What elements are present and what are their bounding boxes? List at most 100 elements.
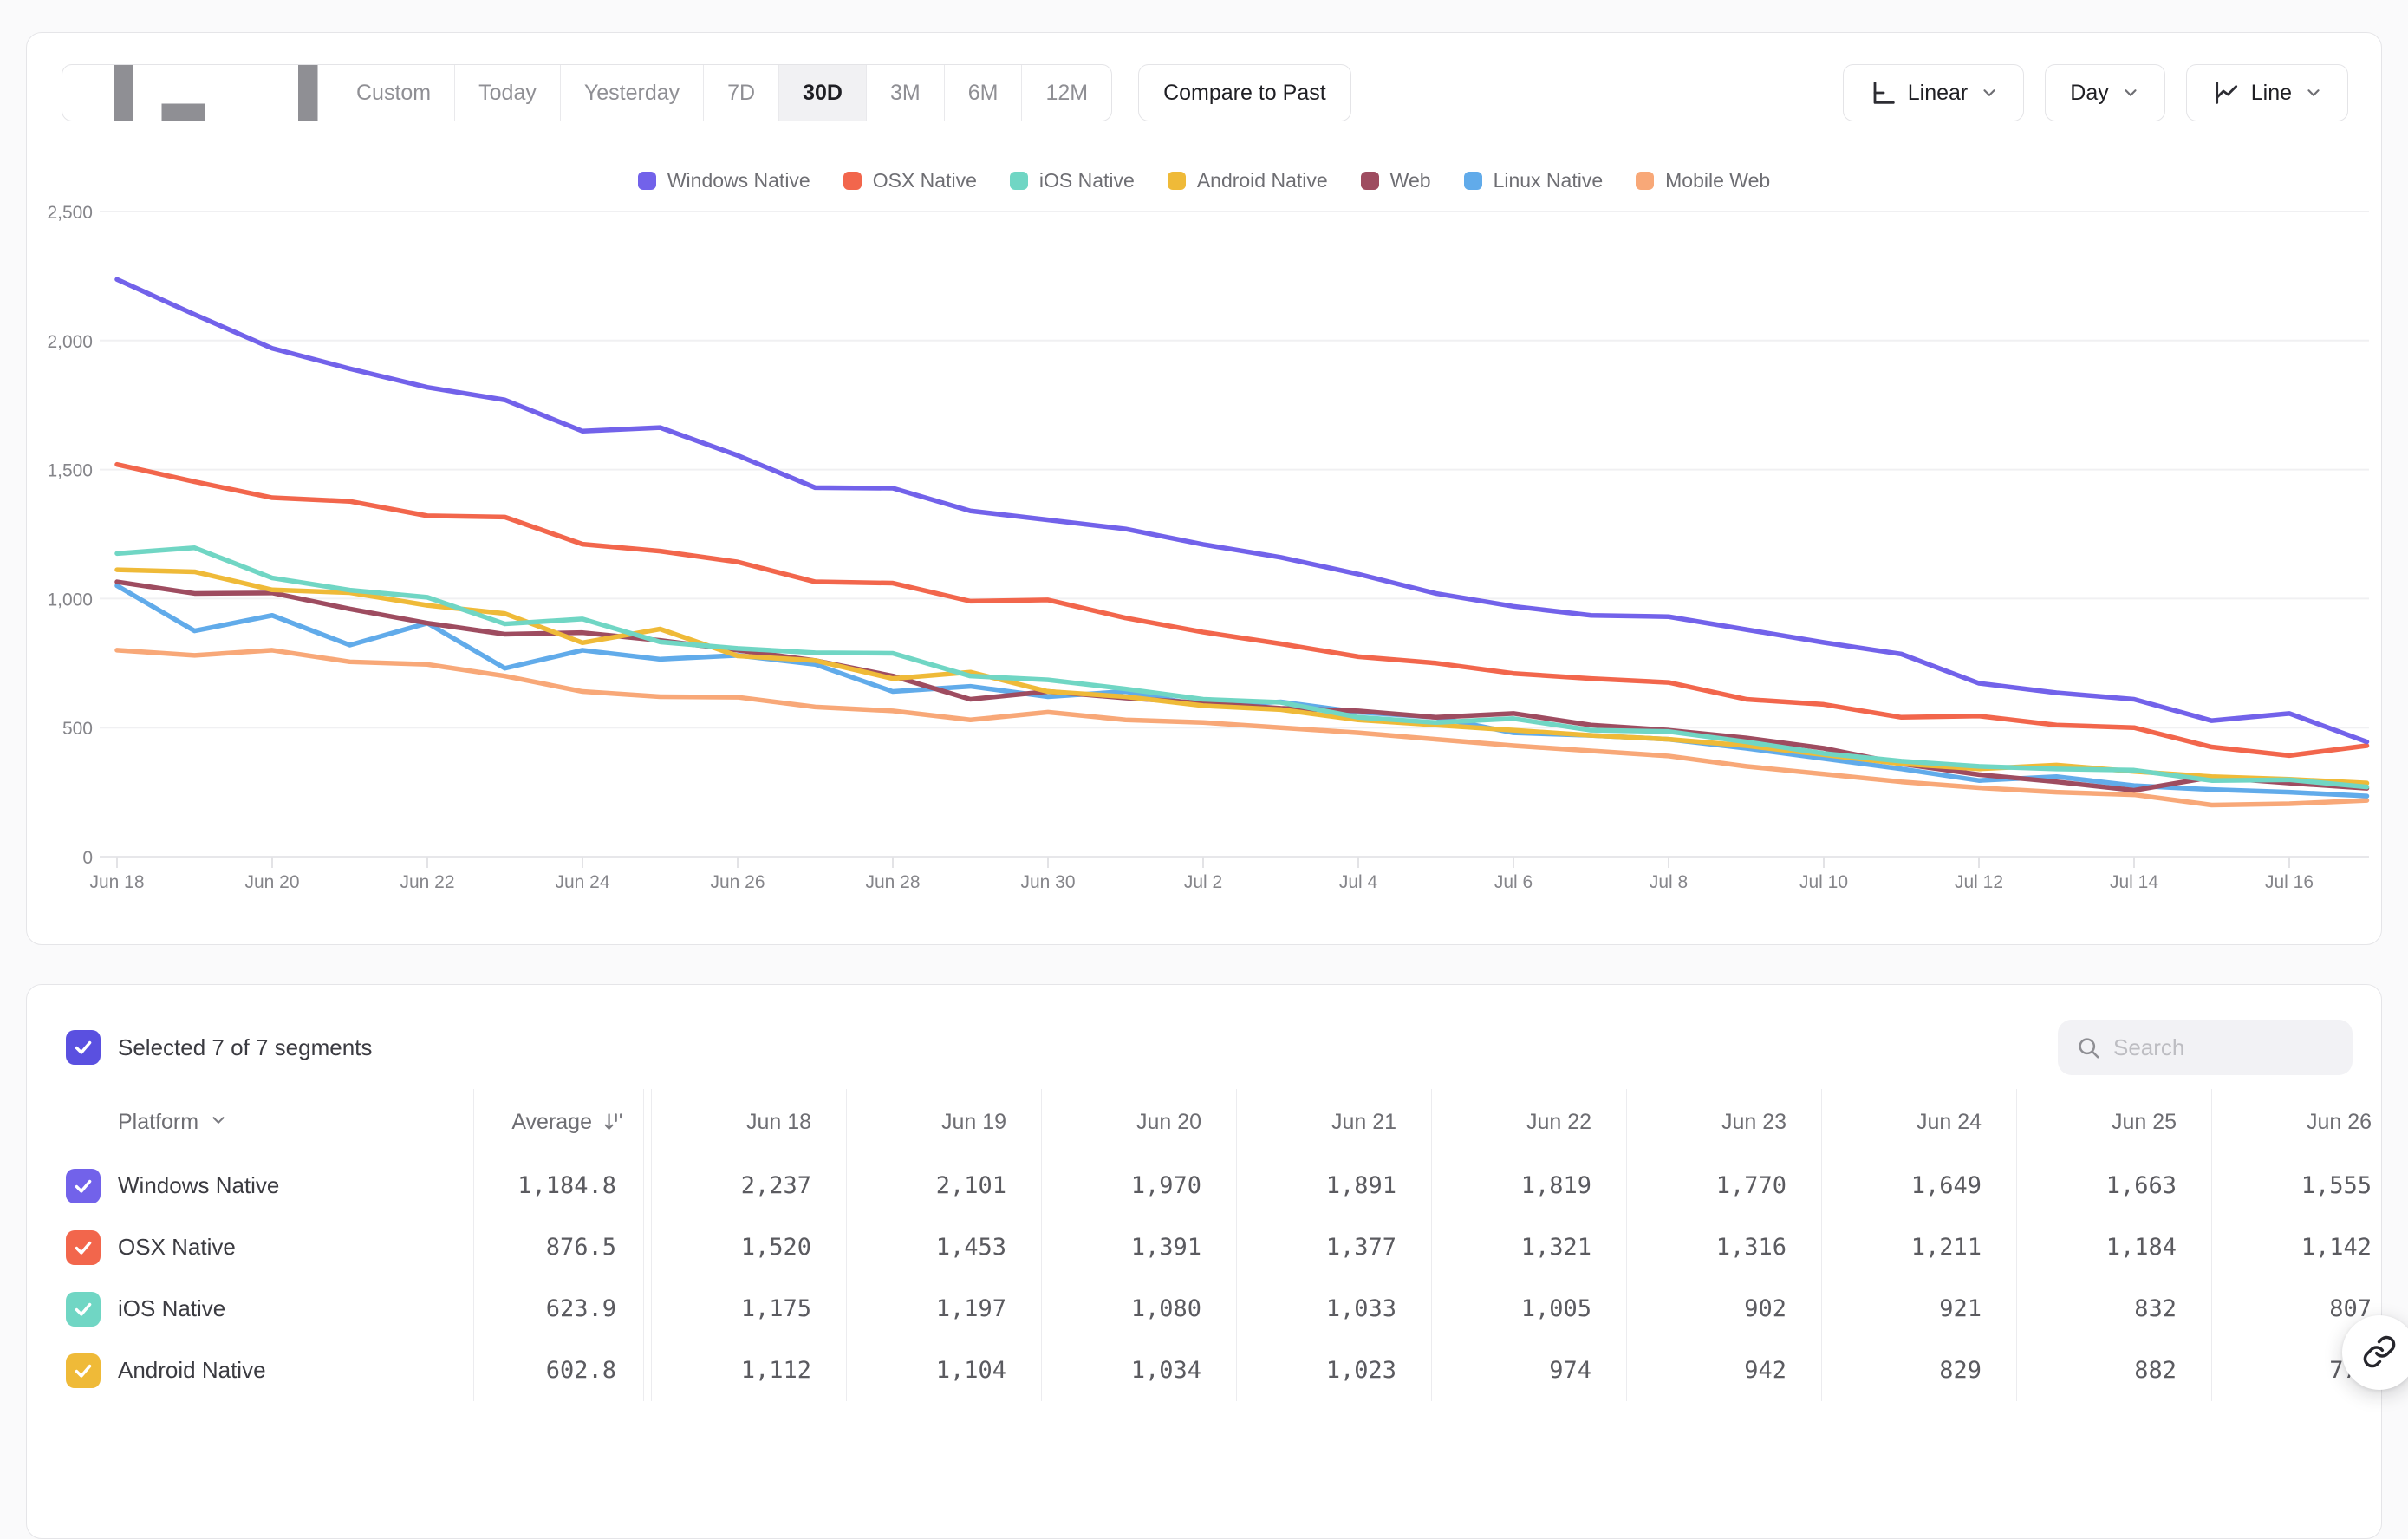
day-value: 1,970 bbox=[1041, 1155, 1236, 1216]
y-axis-tick-label: 2,500 bbox=[47, 203, 93, 223]
linear-axis-icon bbox=[1868, 79, 1896, 107]
platform-column-header[interactable]: Platform bbox=[66, 1089, 473, 1155]
x-axis-tick-label: Jun 30 bbox=[1020, 872, 1075, 892]
table-header-row: Platform Average Jun 18 Jun 19 Jun 20 Jun 21 J… bbox=[66, 1089, 2381, 1155]
chevron-down-icon bbox=[2121, 83, 2140, 102]
range-7d-button[interactable]: 7D bbox=[703, 65, 778, 121]
day-value: 1,391 bbox=[1041, 1216, 1236, 1278]
x-axis-tick-label: Jul 16 bbox=[2265, 872, 2314, 892]
copy-link-button[interactable] bbox=[2342, 1315, 2408, 1390]
scale-dropdown[interactable]: Linear bbox=[1842, 64, 2025, 121]
range-custom-button[interactable]: Custom bbox=[62, 65, 454, 121]
series-line-web bbox=[114, 579, 2370, 793]
day-value: 1,891 bbox=[1236, 1155, 1431, 1216]
segment-checkbox[interactable] bbox=[66, 1291, 101, 1327]
platform-cell: Android Native bbox=[66, 1340, 473, 1401]
legend-label: Linux Native bbox=[1493, 168, 1604, 192]
platform-name: iOS Native bbox=[118, 1295, 226, 1321]
legend-swatch bbox=[843, 171, 862, 190]
platform-name: Windows Native bbox=[118, 1172, 280, 1198]
range-6m-button[interactable]: 6M bbox=[943, 65, 1022, 121]
day-value: 2,237 bbox=[643, 1155, 846, 1216]
segment-checkbox[interactable] bbox=[66, 1229, 101, 1265]
day-value: 974 bbox=[1431, 1340, 1626, 1401]
platform-cell: Windows Native bbox=[66, 1155, 473, 1216]
segment-row-ios-native: iOS Native 623.9 1,175 1,197 1,080 1,033 1,005… bbox=[66, 1278, 2381, 1340]
segment-row-osx-native: OSX Native 876.5 1,520 1,453 1,391 1,377 1,321… bbox=[66, 1216, 2381, 1278]
chevron-down-icon bbox=[1980, 83, 1999, 102]
average-header-label: Average bbox=[511, 1109, 592, 1134]
legend-label: OSX Native bbox=[872, 168, 977, 192]
range-12m-button[interactable]: 12M bbox=[1021, 65, 1111, 121]
x-axis-tick-label: Jul 4 bbox=[1339, 872, 1378, 892]
y-axis-tick-label: 1,000 bbox=[47, 590, 93, 610]
compare-to-past-button[interactable]: Compare to Past bbox=[1138, 64, 1351, 121]
y-axis-tick-label: 2,000 bbox=[47, 332, 93, 352]
day-value: 1,663 bbox=[2016, 1155, 2211, 1216]
range-yesterday-button[interactable]: Yesterday bbox=[559, 65, 703, 121]
platform-header-label: Platform bbox=[118, 1109, 199, 1134]
x-axis-tick-label: Jun 24 bbox=[555, 872, 609, 892]
day-value: 1,770 bbox=[1626, 1155, 1821, 1216]
legend-item-web[interactable]: Web bbox=[1360, 169, 1431, 192]
day-value: 1,211 bbox=[1821, 1216, 2016, 1278]
day-value: 1,142 bbox=[2211, 1216, 2381, 1278]
chart-options-group: Linear Day Line bbox=[1842, 64, 2348, 121]
chart-type-dropdown[interactable]: Line bbox=[2185, 64, 2348, 121]
segment-row-android-native: Android Native 602.8 1,112 1,104 1,034 1,023 9… bbox=[66, 1340, 2381, 1401]
day-value: 1,377 bbox=[1236, 1216, 1431, 1278]
x-axis-tick-label: Jul 12 bbox=[1955, 872, 2003, 892]
chevron-down-icon bbox=[209, 1111, 231, 1133]
search-icon bbox=[2075, 1034, 2101, 1060]
legend-item-linux-native[interactable]: Linux Native bbox=[1463, 168, 1604, 192]
legend-swatch bbox=[1636, 171, 1655, 190]
day-value: 1,555 bbox=[2211, 1155, 2381, 1216]
range-3m-button[interactable]: 3M bbox=[865, 65, 944, 121]
day-value: 1,184 bbox=[2016, 1216, 2211, 1278]
day-value: 1,080 bbox=[1041, 1278, 1236, 1340]
x-axis-tick-label: Jul 10 bbox=[1799, 872, 1848, 892]
date-column-header: Jun 23 bbox=[1626, 1089, 1821, 1155]
chevron-down-icon bbox=[2304, 83, 2323, 102]
segment-checkbox[interactable] bbox=[66, 1168, 101, 1203]
line-chart: 0 500 1,000 1,500 2,000 2,500 Jun 18 Jun 20 Jun … bbox=[47, 203, 2370, 892]
x-axis-tick-label: Jul 2 bbox=[1184, 872, 1222, 892]
platform-name: OSX Native bbox=[118, 1234, 236, 1260]
segments-search bbox=[2058, 1020, 2353, 1075]
day-value: 1,316 bbox=[1626, 1216, 1821, 1278]
granularity-dropdown[interactable]: Day bbox=[2045, 64, 2165, 121]
x-axis-tick-label: Jun 20 bbox=[244, 872, 299, 892]
line-chart-icon bbox=[2211, 79, 2239, 107]
day-value: 1,033 bbox=[1236, 1278, 1431, 1340]
date-column-header: Jun 20 bbox=[1041, 1089, 1236, 1155]
segment-checkbox[interactable] bbox=[66, 1353, 101, 1388]
day-value: 2,101 bbox=[846, 1155, 1041, 1216]
range-today-button[interactable]: Today bbox=[454, 65, 560, 121]
average-column-header[interactable]: Average bbox=[473, 1089, 651, 1155]
range-30d-button[interactable]: 30D bbox=[778, 65, 866, 121]
segments-card: Selected 7 of 7 segments Platform Average… bbox=[26, 984, 2382, 1539]
legend-item-windows-native[interactable]: Windows Native bbox=[637, 169, 810, 192]
day-value: 1,034 bbox=[1041, 1340, 1236, 1401]
day-value: 1,175 bbox=[643, 1278, 846, 1340]
chart-card: Custom Today Yesterday 7D 30D 3M 6M 12M … bbox=[26, 32, 2382, 945]
day-value: 1,112 bbox=[643, 1340, 846, 1401]
search-input[interactable] bbox=[2113, 1034, 2335, 1061]
selected-count-label: Selected 7 of 7 segments bbox=[118, 1034, 373, 1060]
x-axis-tick-label: Jul 6 bbox=[1494, 872, 1533, 892]
series-line-windows-native bbox=[114, 277, 2370, 745]
series-line-android-native bbox=[114, 567, 2370, 786]
legend-label: iOS Native bbox=[1038, 168, 1135, 192]
day-value: 942 bbox=[1626, 1340, 1821, 1401]
day-value: 1,520 bbox=[643, 1216, 846, 1278]
legend-item-mobile-web[interactable]: Mobile Web bbox=[1636, 169, 1770, 192]
day-value: 1,197 bbox=[846, 1278, 1041, 1340]
select-all-checkbox[interactable] bbox=[66, 1030, 101, 1065]
day-value: 1,005 bbox=[1431, 1278, 1626, 1340]
legend-item-osx-native[interactable]: OSX Native bbox=[843, 169, 977, 192]
average-value: 602.8 bbox=[473, 1340, 651, 1401]
platform-cell: OSX Native bbox=[66, 1216, 473, 1278]
day-value: 1,453 bbox=[846, 1216, 1041, 1278]
legend-item-android-native[interactable]: Android Native bbox=[1167, 169, 1328, 192]
legend-item-ios-native[interactable]: iOS Native bbox=[1009, 168, 1135, 192]
